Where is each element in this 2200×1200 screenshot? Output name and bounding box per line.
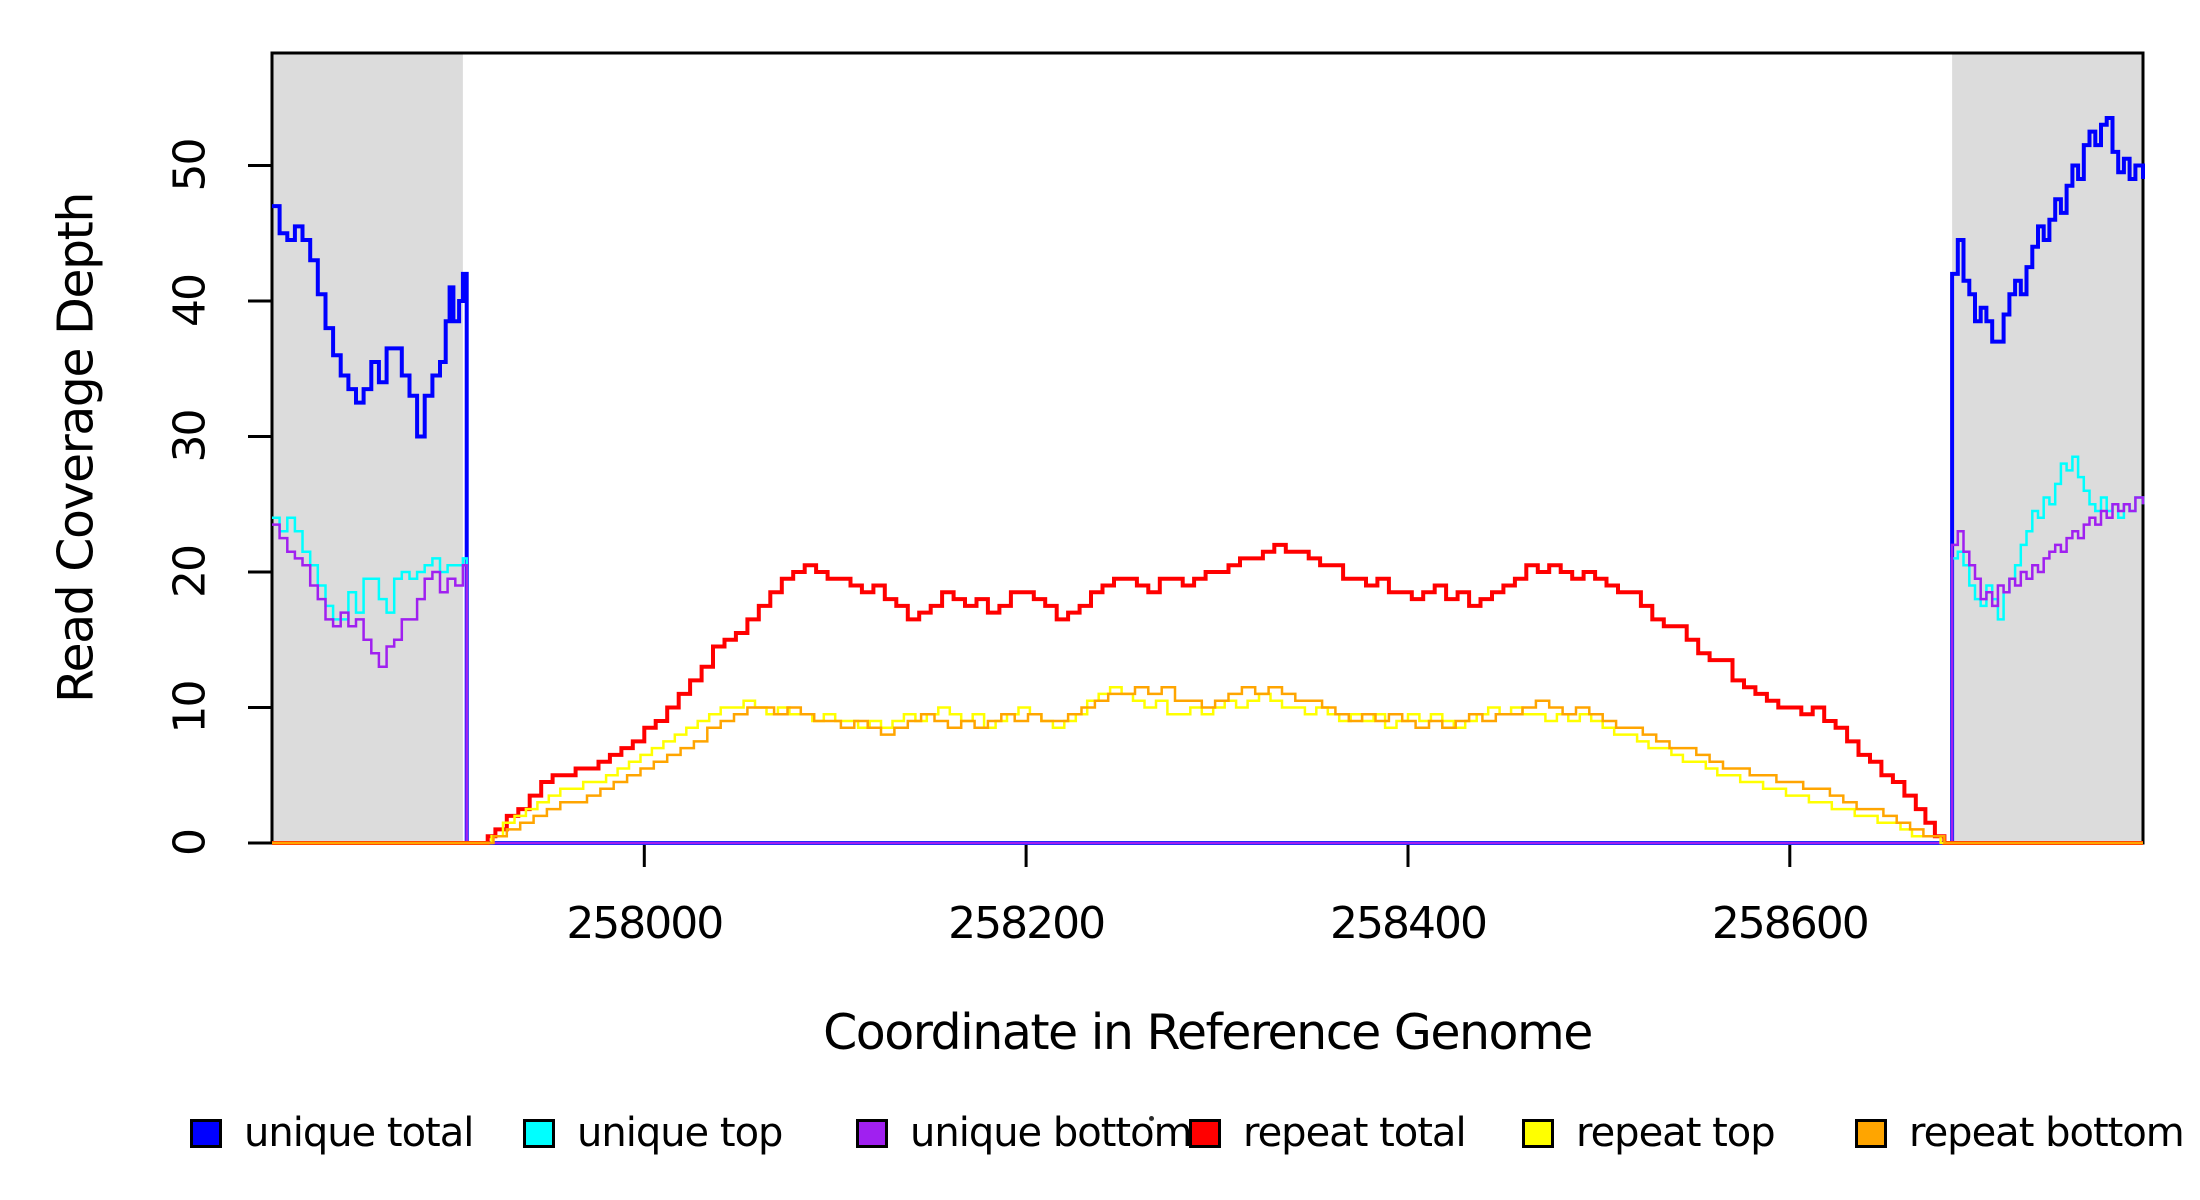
legend-swatch-unique-total — [190, 1118, 222, 1148]
legend-item-repeat-bottom: repeat bottom — [1855, 1109, 2185, 1157]
series-repeat-bottom — [272, 685, 2143, 845]
series-repeat-top — [272, 685, 2143, 845]
legend-label: unique bottom — [910, 1110, 1193, 1156]
legend-item-unique-total: unique total — [190, 1109, 474, 1157]
y-tick-label: 50 — [165, 140, 216, 192]
legend-swatch-unique-bottom — [856, 1118, 888, 1148]
legend-swatch-repeat-bottom — [1855, 1118, 1887, 1148]
x-tick-label: 258400 — [1330, 898, 1486, 949]
series-unique-total — [272, 116, 2145, 845]
y-tick-label: 20 — [165, 546, 216, 598]
legend-label: repeat top — [1576, 1110, 1776, 1156]
shaded-region — [272, 53, 463, 843]
y-tick-label: 0 — [165, 830, 216, 856]
legend-swatch-repeat-top — [1522, 1118, 1554, 1148]
x-axis-title: Coordinate in Reference Genome — [823, 1004, 1593, 1061]
legend-item-unique-top: unique top — [523, 1109, 783, 1157]
legend-label: repeat bottom — [1909, 1110, 2185, 1156]
x-tick-label: 258200 — [948, 898, 1104, 949]
legend-label: repeat total — [1243, 1110, 1467, 1156]
y-axis-title: Read Coverage Depth — [47, 193, 105, 703]
x-tick-label: 258000 — [566, 898, 722, 949]
plot-border — [270, 51, 2145, 845]
x-tick-label: 258600 — [1712, 898, 1868, 949]
legend-swatch-unique-top — [523, 1118, 555, 1148]
legend-item-repeat-total: repeat total — [1189, 1109, 1467, 1157]
legend-label: unique top — [577, 1110, 783, 1156]
series-unique-bottom — [272, 496, 2145, 845]
legend-item-unique-bottom: unique bottom — [856, 1109, 1193, 1157]
legend-artifact-dot — [1149, 1116, 1154, 1121]
series-unique-top — [272, 455, 2145, 845]
y-tick-label: 40 — [165, 275, 216, 327]
shaded-region — [1952, 53, 2143, 843]
y-tick-label: 10 — [165, 682, 216, 734]
legend-item-repeat-top: repeat top — [1522, 1109, 1776, 1157]
legend-swatch-repeat-total — [1189, 1118, 1221, 1148]
series-repeat-total — [272, 542, 2143, 845]
y-tick-label: 30 — [165, 411, 216, 463]
legend-label: unique total — [244, 1110, 474, 1156]
